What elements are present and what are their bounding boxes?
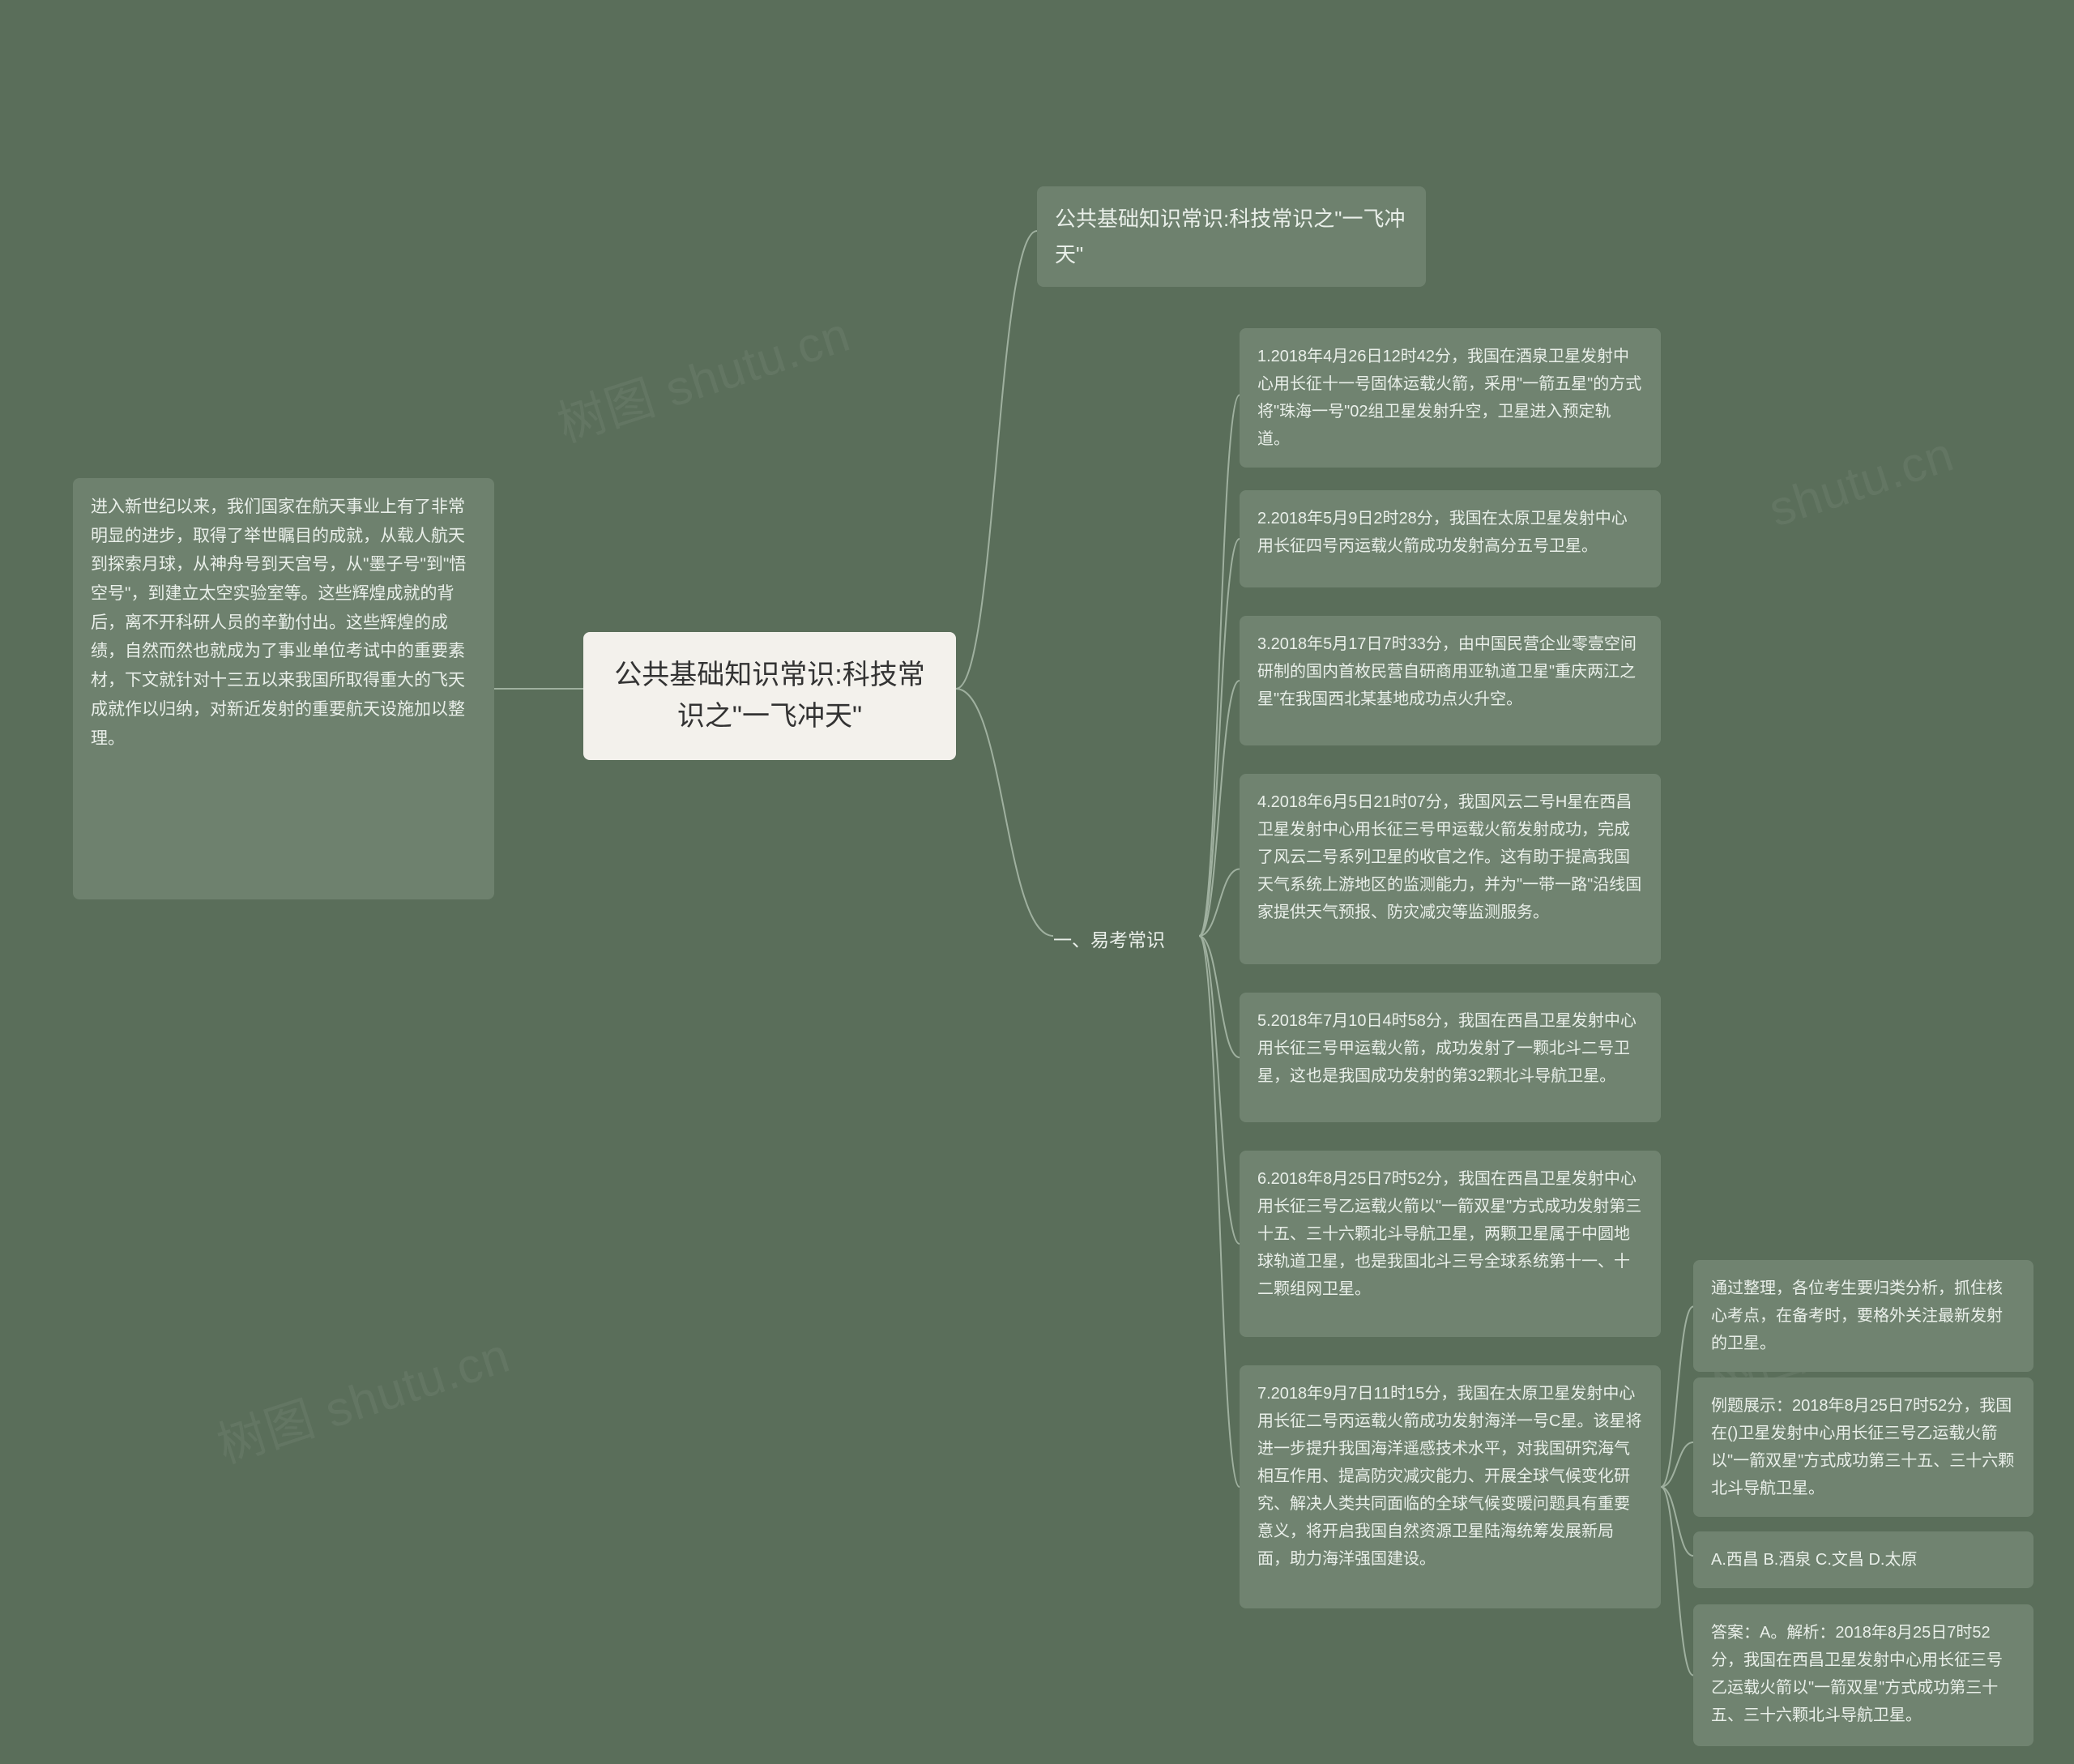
section-text: 一、易考常识 bbox=[1053, 929, 1165, 950]
list-item-text: 7.2018年9月7日11时15分，我国在太原卫星发射中心用长征二号丙运载火箭成… bbox=[1257, 1385, 1641, 1568]
watermark: 树图 shutu.cn bbox=[548, 295, 858, 455]
list-item: 5.2018年7月10日4时58分，我国在西昌卫星发射中心用长征三号甲运载火箭，… bbox=[1240, 993, 1661, 1122]
sub-item: 通过整理，各位考生要归类分析，抓住核心考点，在备考时，要格外关注最新发射的卫星。 bbox=[1693, 1260, 2033, 1372]
watermark: shutu.cn bbox=[1762, 425, 1961, 537]
list-item: 7.2018年9月7日11时15分，我国在太原卫星发射中心用长征二号丙运载火箭成… bbox=[1240, 1365, 1661, 1608]
list-item: 1.2018年4月26日12时42分，我国在酒泉卫星发射中心用长征十一号固体运载… bbox=[1240, 328, 1661, 468]
watermark: 树图 shutu.cn bbox=[207, 1316, 518, 1476]
list-item: 6.2018年8月25日7时52分，我国在西昌卫星发射中心用长征三号乙运载火箭以… bbox=[1240, 1151, 1661, 1337]
sub-item-text: 答案：A。解析：2018年8月25日7时52分，我国在西昌卫星发射中心用长征三号… bbox=[1711, 1624, 2003, 1724]
list-item-text: 1.2018年4月26日12时42分，我国在酒泉卫星发射中心用长征十一号固体运载… bbox=[1257, 348, 1641, 448]
list-item: 2.2018年5月9日2时28分，我国在太原卫星发射中心用长征四号丙运载火箭成功… bbox=[1240, 490, 1661, 587]
list-item-text: 6.2018年8月25日7时52分，我国在西昌卫星发射中心用长征三号乙运载火箭以… bbox=[1257, 1170, 1641, 1298]
sub-item: 答案：A。解析：2018年8月25日7时52分，我国在西昌卫星发射中心用长征三号… bbox=[1693, 1604, 2033, 1746]
root-node[interactable]: 公共基础知识常识:科技常识之"一飞冲天" bbox=[583, 632, 956, 760]
title-text: 公共基础知识常识:科技常识之"一飞冲天" bbox=[1055, 207, 1405, 267]
title-box: 公共基础知识常识:科技常识之"一飞冲天" bbox=[1037, 186, 1426, 287]
section-label: 一、易考常识 bbox=[1053, 920, 1199, 961]
list-item-text: 4.2018年6月5日21时07分，我国风云二号H星在西昌卫星发射中心用长征三号… bbox=[1257, 793, 1641, 921]
root-text: 公共基础知识常识:科技常识之"一飞冲天" bbox=[614, 660, 924, 732]
list-item-text: 5.2018年7月10日4时58分，我国在西昌卫星发射中心用长征三号甲运载火箭，… bbox=[1257, 1012, 1637, 1085]
list-item-text: 3.2018年5月17日7时33分，由中国民营企业零壹空间研制的国内首枚民营自研… bbox=[1257, 635, 1637, 708]
list-item-text: 2.2018年5月9日2时28分，我国在太原卫星发射中心用长征四号丙运载火箭成功… bbox=[1257, 510, 1628, 555]
sub-item: 例题展示：2018年8月25日7时52分，我国在()卫星发射中心用长征三号乙运载… bbox=[1693, 1377, 2033, 1517]
sub-item-text: 例题展示：2018年8月25日7时52分，我国在()卫星发射中心用长征三号乙运载… bbox=[1711, 1397, 2014, 1497]
intro-text: 进入新世纪以来，我们国家在航天事业上有了非常明显的进步，取得了举世瞩目的成就，从… bbox=[91, 498, 466, 748]
sub-item: A.西昌 B.酒泉 C.文昌 D.太原 bbox=[1693, 1531, 2033, 1588]
sub-item-text: A.西昌 B.酒泉 C.文昌 D.太原 bbox=[1711, 1551, 1917, 1569]
list-item: 3.2018年5月17日7时33分，由中国民营企业零壹空间研制的国内首枚民营自研… bbox=[1240, 616, 1661, 745]
list-item: 4.2018年6月5日21时07分，我国风云二号H星在西昌卫星发射中心用长征三号… bbox=[1240, 774, 1661, 964]
intro-card: 进入新世纪以来，我们国家在航天事业上有了非常明显的进步，取得了举世瞩目的成就，从… bbox=[73, 478, 494, 899]
sub-item-text: 通过整理，各位考生要归类分析，抓住核心考点，在备考时，要格外关注最新发射的卫星。 bbox=[1711, 1279, 2003, 1352]
mindmap-canvas: 树图 shutu.cnshutu.cn树图 shutu.cn树图 shutu.c… bbox=[0, 0, 2074, 1764]
